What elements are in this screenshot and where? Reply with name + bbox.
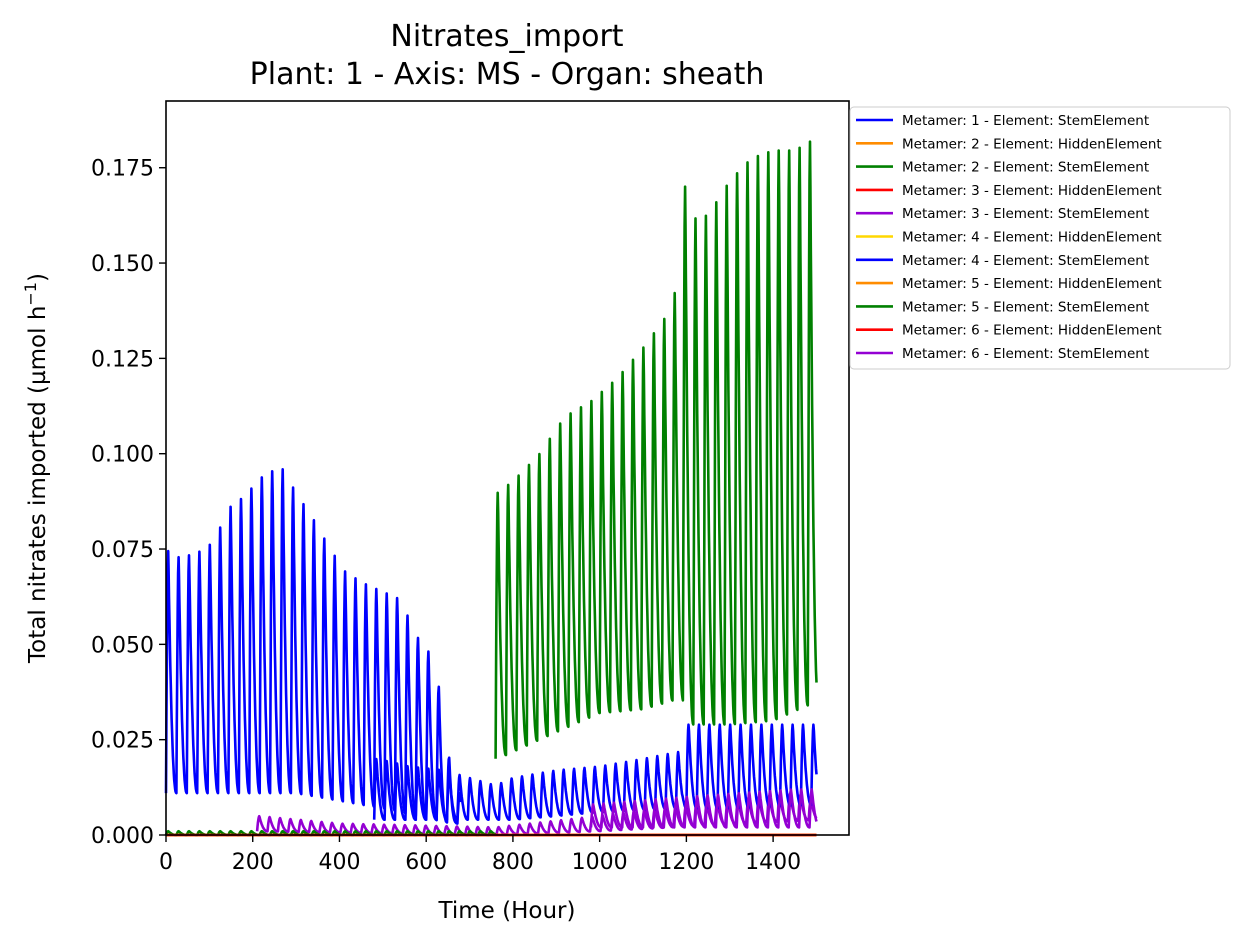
y-tick-label: 0.125: [91, 347, 154, 372]
y-axis-label-suffix: ): [25, 273, 51, 282]
legend-entry: Metamer: 3 - Element: StemElement: [902, 206, 1149, 222]
x-tick-label: 400: [318, 850, 360, 875]
x-tick-label: 800: [492, 850, 534, 875]
legend-entry: Metamer: 3 - Element: HiddenElement: [902, 183, 1162, 199]
y-tick-label: 0.075: [91, 538, 154, 563]
x-tick-label: 1400: [745, 850, 801, 875]
y-axis-label: Total nitrates imported (µmol h−1): [21, 273, 51, 664]
y-tick-label: 0.000: [91, 824, 154, 849]
x-axis: 0 200 400 600 800 1000 1200 1400: [159, 835, 801, 875]
x-tick-label: 1000: [572, 850, 628, 875]
legend-entry: Metamer: 4 - Element: StemElement: [902, 253, 1149, 269]
legend-entry: Metamer: 2 - Element: HiddenElement: [902, 136, 1162, 152]
y-axis-label-main: Total nitrates imported (µmol h: [25, 306, 51, 664]
y-tick-label: 0.100: [91, 443, 154, 468]
chart-title: Nitrates_import: [390, 19, 623, 54]
series-line-7: [372, 723, 818, 821]
plot-frame: [165, 100, 850, 836]
y-tick-label: 0.025: [91, 729, 154, 754]
legend-entry: Metamer: 1 - Element: StemElement: [902, 113, 1149, 129]
y-axis: 0.000 0.025 0.050 0.075 0.100 0.125 0.150 0.175: [91, 157, 166, 849]
legend-entry: Metamer: 6 - Element: HiddenElement: [902, 323, 1162, 339]
y-tick-label: 0.150: [91, 252, 154, 277]
legend-entry: Metamer: 5 - Element: StemElement: [902, 299, 1149, 315]
legend-entry: Metamer: 5 - Element: HiddenElement: [902, 276, 1162, 292]
y-tick-label: 0.050: [91, 633, 154, 658]
y-axis-label-superscript: −1: [21, 282, 40, 306]
chart-subtitle: Plant: 1 - Axis: MS - Organ: sheath: [250, 57, 765, 92]
x-axis-label: Time (Hour): [438, 898, 576, 924]
x-tick-label: 600: [405, 850, 447, 875]
legend-entry: Metamer: 6 - Element: StemElement: [902, 346, 1149, 362]
series-line-1: [164, 468, 463, 825]
legend-entry: Metamer: 2 - Element: StemElement: [902, 160, 1149, 176]
legend-box: [849, 106, 1231, 370]
legend-entry: Metamer: 4 - Element: HiddenElement: [902, 230, 1162, 246]
x-tick-label: 200: [232, 850, 274, 875]
y-tick-label: 0.175: [91, 157, 154, 182]
series-line-3: [494, 140, 818, 759]
x-tick-label: 1200: [658, 850, 714, 875]
x-tick-label: 0: [159, 850, 173, 875]
legend: Metamer: 1 - Element: StemElement Metamer…: [849, 106, 1231, 370]
series-line-11: [589, 788, 818, 829]
